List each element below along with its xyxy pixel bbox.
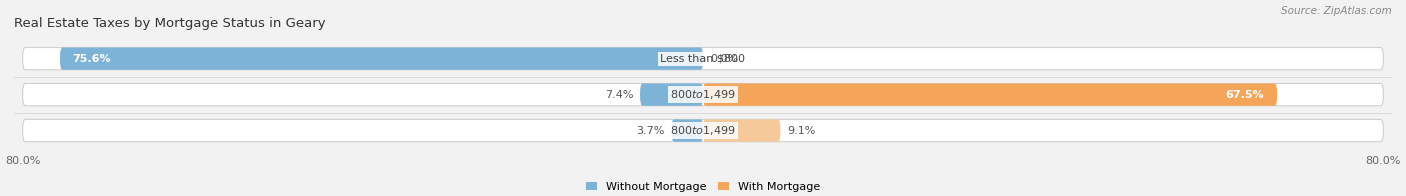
FancyBboxPatch shape <box>22 83 1384 106</box>
Text: Source: ZipAtlas.com: Source: ZipAtlas.com <box>1281 6 1392 16</box>
Text: Less than $800: Less than $800 <box>661 54 745 64</box>
FancyBboxPatch shape <box>640 83 703 106</box>
FancyBboxPatch shape <box>60 47 703 70</box>
Text: 0.0%: 0.0% <box>710 54 738 64</box>
Text: 67.5%: 67.5% <box>1226 90 1264 100</box>
Legend: Without Mortgage, With Mortgage: Without Mortgage, With Mortgage <box>586 182 820 192</box>
Text: 7.4%: 7.4% <box>605 90 633 100</box>
FancyBboxPatch shape <box>22 47 1384 70</box>
Text: Real Estate Taxes by Mortgage Status in Geary: Real Estate Taxes by Mortgage Status in … <box>14 17 326 30</box>
Text: 9.1%: 9.1% <box>787 126 815 136</box>
Text: $800 to $1,499: $800 to $1,499 <box>671 88 735 101</box>
FancyBboxPatch shape <box>703 119 780 142</box>
Text: 3.7%: 3.7% <box>637 126 665 136</box>
Text: 75.6%: 75.6% <box>73 54 111 64</box>
FancyBboxPatch shape <box>22 119 1384 142</box>
Text: $800 to $1,499: $800 to $1,499 <box>671 124 735 137</box>
FancyBboxPatch shape <box>703 83 1277 106</box>
FancyBboxPatch shape <box>672 119 703 142</box>
